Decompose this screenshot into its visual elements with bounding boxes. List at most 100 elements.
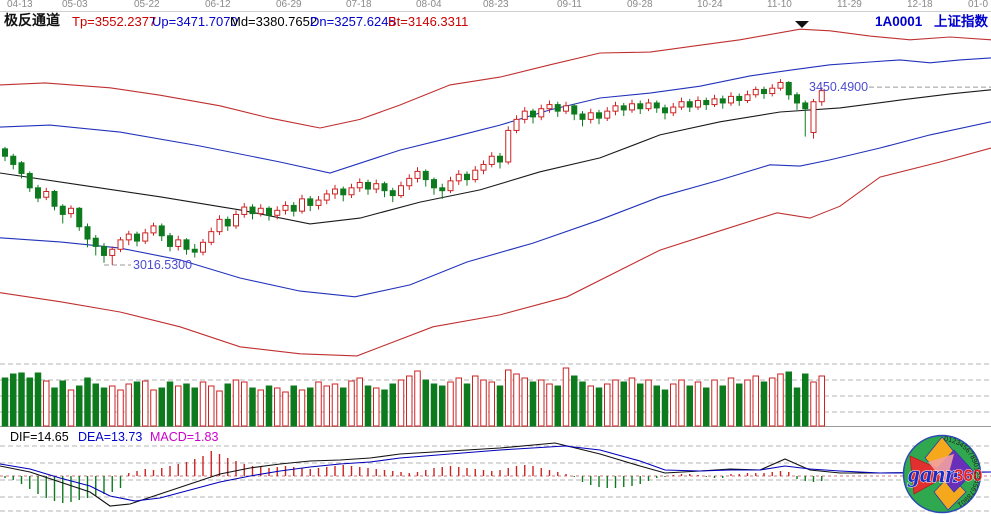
date-tick: 09-28: [627, 0, 653, 10]
volume-bar: [587, 385, 594, 427]
volume-bar: [109, 385, 116, 427]
candle: [703, 99, 710, 106]
candle: [200, 241, 206, 253]
candle: [422, 170, 429, 181]
volume-bar: [92, 383, 99, 427]
candle: [736, 95, 743, 101]
candle: [406, 177, 413, 187]
candle: [142, 232, 149, 242]
candle: [719, 98, 726, 104]
volume-bar: [364, 385, 372, 427]
candle: [620, 105, 627, 111]
candle: [348, 187, 355, 196]
volume-bar: [521, 377, 528, 427]
volume-bar: [340, 387, 347, 427]
candle: [373, 183, 380, 190]
candle: [472, 169, 479, 181]
volume-bar: [1, 377, 9, 427]
candle: [752, 88, 759, 96]
candle: [167, 235, 173, 247]
candle: [389, 190, 396, 197]
volume-bar: [818, 375, 825, 427]
volume-bar: [84, 377, 91, 427]
volume-bar: [257, 389, 264, 427]
candle: [662, 107, 668, 114]
candle: [711, 98, 718, 106]
volume-bar: [736, 383, 743, 427]
candle: [175, 239, 182, 247]
volume-bar: [67, 389, 75, 427]
candle: [505, 129, 512, 163]
volume-bar: [315, 381, 322, 427]
dea-value: DEA=13.73: [78, 430, 143, 444]
candle: [290, 204, 297, 212]
candle: [26, 172, 33, 189]
candle: [686, 101, 693, 108]
volume-bar: [191, 387, 198, 427]
volume-bar: [661, 389, 669, 427]
candle: [2, 148, 8, 157]
candle: [521, 110, 528, 120]
candle: [678, 101, 685, 108]
candle: [257, 207, 264, 215]
volume-bar: [216, 390, 223, 427]
candle: [612, 105, 619, 112]
volume-bar: [505, 369, 512, 427]
channel-line-dn: [0, 121, 991, 298]
candle: [563, 105, 569, 112]
volume-bar: [496, 385, 504, 427]
volume-bar: [752, 375, 759, 427]
candle: [818, 90, 825, 103]
volume-bar: [10, 373, 17, 427]
candle: [695, 99, 701, 108]
volume-bar: [389, 383, 396, 427]
candle: [604, 110, 611, 119]
volume-bar: [406, 375, 413, 427]
volume-bar: [554, 385, 561, 427]
logo-triangle-red: [909, 455, 951, 495]
volume-bar: [628, 377, 636, 427]
channel-value-dn: Dn=3257.6245: [310, 14, 396, 29]
volume-bar: [538, 379, 545, 427]
volume-bar: [430, 383, 438, 427]
candle: [35, 187, 41, 199]
candle: [68, 207, 74, 215]
volume-bar: [653, 385, 660, 427]
volume-bar: [397, 379, 405, 427]
volume-bar: [703, 387, 710, 427]
volume-bar: [463, 383, 471, 427]
volume-bar: [414, 370, 421, 427]
volume-bar: [571, 375, 578, 427]
volume-bar: [331, 383, 339, 427]
candle: [117, 239, 124, 250]
date-tick: 05-22: [134, 0, 160, 10]
candle: [571, 105, 578, 115]
volume-bar: [133, 381, 141, 427]
candle: [439, 187, 446, 192]
volume-bar: [51, 387, 58, 427]
volume-bar: [604, 383, 611, 427]
candle: [596, 112, 602, 119]
candle: [431, 179, 437, 189]
candle: [785, 81, 792, 96]
volume-bar: [158, 387, 165, 427]
date-tick: 09-11: [557, 0, 582, 10]
symbol-name: 上证指数: [934, 14, 988, 29]
candlestick-series: [2, 79, 825, 265]
candle: [414, 170, 421, 179]
price-annotation-low: 3016.5300: [133, 258, 193, 272]
volume-bar: [645, 379, 652, 427]
candle: [224, 218, 231, 227]
candle: [464, 173, 470, 181]
candle: [332, 188, 338, 195]
channel-value-up: Up=3471.7070: [152, 14, 238, 29]
volume-bar: [439, 385, 446, 427]
volume-bar: [711, 379, 718, 427]
channel-line-md: [0, 89, 991, 225]
volume-bar: [59, 380, 66, 427]
candle: [10, 155, 17, 165]
volume-bar: [678, 379, 685, 427]
date-tick: 11-29: [837, 0, 862, 10]
volume-series: [1, 367, 825, 427]
